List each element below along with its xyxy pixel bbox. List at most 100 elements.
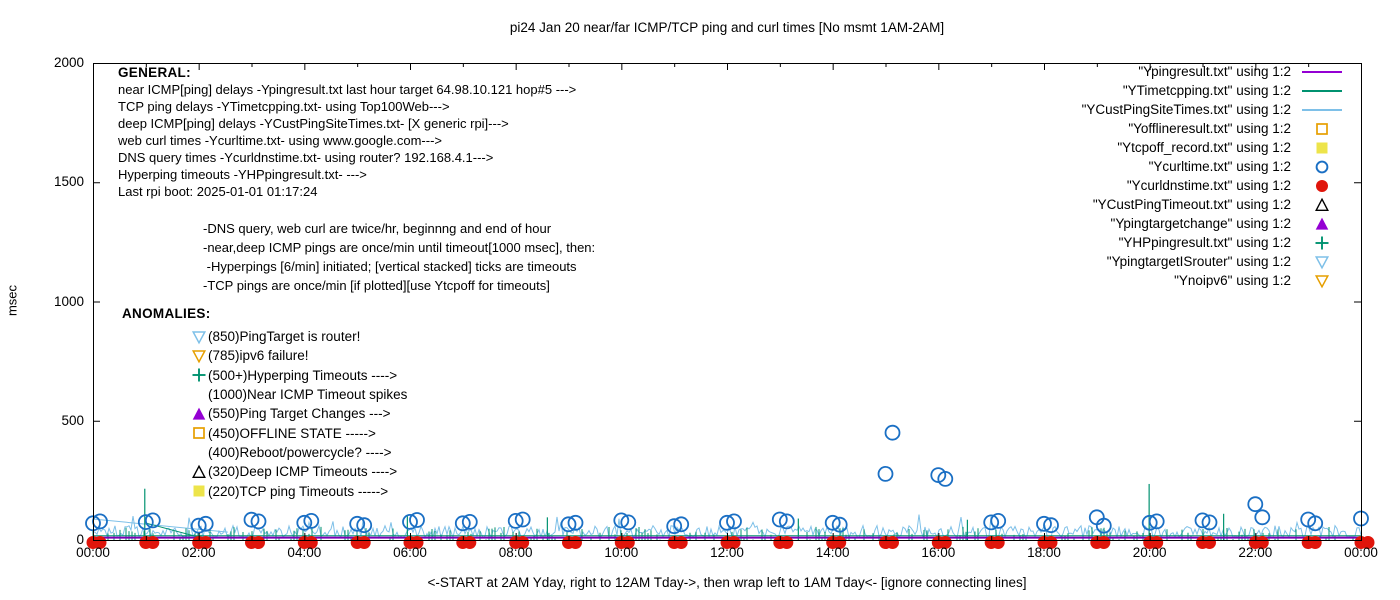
x-tick-label: 14:00	[815, 545, 850, 560]
square-open-icon	[1316, 122, 1328, 135]
curltime-point	[771, 511, 788, 528]
anomaly-text: (500+)Hyperping Timeouts ---->	[208, 367, 398, 383]
legend-label: "Ynoipv6" using 1:2	[1174, 273, 1291, 288]
legend-item: "Ypingtargetchange" using 1:2	[1082, 214, 1353, 233]
anomaly-marker	[191, 464, 208, 480]
general-line: near ICMP[ping] delays -Ypingresult.txt …	[118, 82, 577, 97]
x-tick-label: 00:00	[76, 545, 110, 560]
legend-marker	[1291, 159, 1353, 175]
x-axis-caption: <-START at 2AM Yday, right to 12AM Tday-…	[427, 575, 1027, 590]
general-line: web curl times -Ycurltime.txt- using www…	[118, 133, 443, 148]
legend-marker	[1291, 178, 1353, 194]
dnstime-point	[991, 536, 1005, 549]
dnstime-point	[1361, 536, 1375, 549]
general-line: DNS query times -Ycurldnstime.txt- using…	[118, 150, 494, 165]
general-note: -DNS query, web curl are twice/hr, begin…	[203, 221, 552, 236]
curltime-point	[990, 513, 1007, 529]
x-tick-label: 02:00	[181, 545, 216, 560]
y-axis-label: msec	[4, 284, 20, 317]
legend-marker	[1291, 83, 1353, 99]
anomaly-text: (450)OFFLINE STATE ----->	[208, 425, 376, 441]
circle-open-icon	[1315, 160, 1329, 173]
triangle-up-filled-icon	[1315, 217, 1329, 230]
curltime-point	[402, 514, 418, 530]
anomalies-list: (850)PingTarget is router! (785)ipv6 fail…	[191, 327, 407, 501]
dnstime-point	[1308, 536, 1322, 549]
anomaly-item: (450)OFFLINE STATE ----->	[191, 423, 407, 442]
legend-label: "YpingtargetISrouter" using 1:2	[1106, 254, 1291, 269]
general-note: -TCP pings are once/min [if plotted][use…	[203, 278, 550, 293]
curltime-point	[144, 512, 161, 529]
dnstime-point	[304, 536, 318, 549]
legend-marker	[1291, 254, 1353, 270]
curltime-point	[726, 513, 742, 530]
dnstime-point	[674, 536, 688, 549]
anomaly-marker	[191, 483, 208, 499]
legend-item: "YCustPingSiteTimes.txt" using 1:2	[1082, 100, 1353, 119]
dnstime-point	[780, 536, 794, 549]
x-tick-label: 20:00	[1132, 545, 1167, 560]
legend-marker	[1291, 64, 1353, 80]
anomalies-header: ANOMALIES:	[122, 306, 211, 321]
general-line: Hyperping timeouts -YHPpingresult.txt- -…	[118, 167, 367, 182]
dnstime-point	[93, 536, 107, 549]
dnstime-point	[886, 536, 899, 549]
general-note: -Hyperpings [6/min] initiated; [vertical…	[203, 259, 577, 274]
legend-item: "Ynoipv6" using 1:2	[1082, 271, 1353, 290]
triangle-down-open-icon	[1314, 274, 1330, 288]
legend-item: "YHPpingresult.txt" using 1:2	[1082, 233, 1353, 252]
anomaly-item: (550)Ping Target Changes --->	[191, 404, 407, 423]
anomaly-item: (320)Deep ICMP Timeouts ---->	[191, 462, 407, 481]
chart-title: pi24 Jan 20 near/far ICMP/TCP ping and c…	[509, 20, 945, 35]
y-tick-label: 500	[61, 412, 84, 428]
curltime-point	[137, 514, 154, 530]
legend-marker	[1291, 102, 1353, 118]
general-note: -near,deep ICMP pings are once/min until…	[203, 240, 596, 255]
legend-label: "Ycurltime.txt" using 1:2	[1148, 159, 1291, 174]
curltime-point	[349, 515, 366, 532]
general-header: GENERAL:	[118, 65, 191, 80]
dnstime-point	[199, 536, 213, 549]
curltime-point	[824, 514, 841, 531]
legend-label: "YHPpingresult.txt" using 1:2	[1118, 235, 1291, 250]
dnstime-point	[357, 536, 371, 549]
dnstime-point	[410, 536, 424, 549]
curltime-point	[1148, 513, 1165, 530]
legend-item: "YpingtargetISrouter" using 1:2	[1082, 252, 1353, 271]
square-filled-icon	[193, 485, 205, 497]
legend-marker	[1291, 273, 1353, 289]
dnstime-point	[833, 536, 847, 549]
curltime-point	[250, 513, 267, 530]
legend-marker	[1291, 197, 1353, 213]
dnstime-point	[727, 536, 741, 549]
legend-label: "Ytcpoff_record.txt" using 1:2	[1117, 140, 1291, 155]
dnstime-point	[938, 536, 952, 549]
curltime-point	[560, 516, 577, 533]
y-tick-label: 0	[76, 532, 84, 547]
curltime-point	[356, 517, 373, 534]
curltime-point	[1194, 512, 1211, 529]
curltime-point	[778, 513, 795, 530]
dnstime-point	[1044, 536, 1058, 549]
general-line: Last rpi boot: 2025-01-01 01:17:24	[118, 184, 318, 199]
y-tick-label: 2000	[53, 55, 84, 70]
legend-marker	[1291, 140, 1353, 156]
line-icon	[1302, 89, 1342, 92]
x-tick-label: 08:00	[498, 545, 533, 560]
curltime-point	[673, 516, 690, 533]
curltime-point	[454, 515, 471, 532]
curltime-point	[613, 512, 630, 529]
dnstime-point	[1097, 536, 1111, 549]
curltime-point	[877, 465, 894, 482]
curltime-point	[507, 513, 524, 529]
curltime-point	[197, 515, 214, 532]
curltime-point	[296, 514, 313, 531]
anomaly-text: (400)Reboot/powercycle? ---->	[208, 444, 392, 460]
curltime-point	[666, 518, 683, 535]
curltime-point	[409, 512, 425, 528]
triangle-up-open-icon	[1315, 197, 1329, 211]
dnstime-point	[252, 536, 265, 549]
dnstime-point	[1150, 536, 1164, 549]
curltime-point	[190, 517, 207, 534]
curltime-point	[831, 516, 848, 533]
